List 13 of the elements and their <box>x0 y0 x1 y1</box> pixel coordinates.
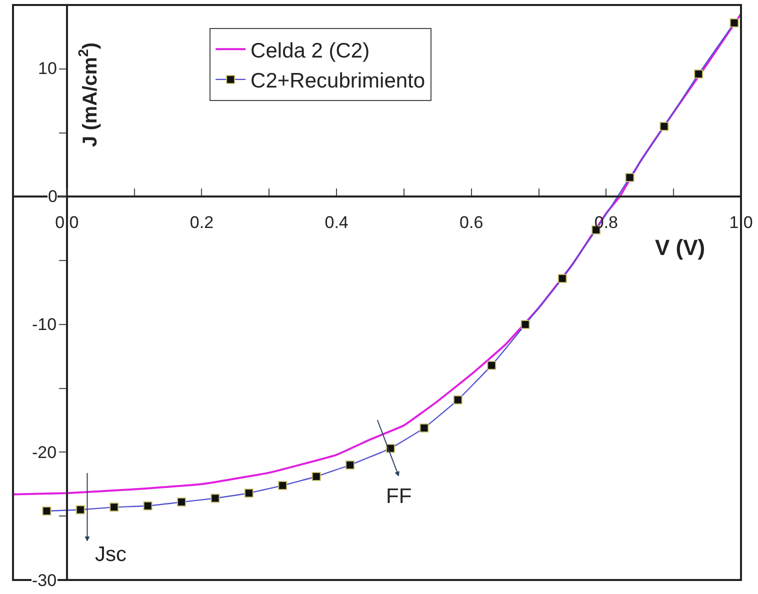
annotation: Jsc <box>95 543 126 566</box>
y-tick-label: -10 <box>32 315 57 334</box>
x-tick-label: 0.4 <box>324 213 348 232</box>
y-tick-label: 10 <box>38 59 57 78</box>
y-tick-label: -20 <box>32 443 57 462</box>
x-axis-title: V (V) <box>655 235 706 260</box>
legend-label: C2+Recubrimiento <box>250 70 426 93</box>
x-tick-label: 0.2 <box>190 213 214 232</box>
y-tick-label: 0 <box>48 187 58 206</box>
y-tick-label: -30 <box>32 571 57 590</box>
x-tick-label: 0.6 <box>460 213 484 232</box>
legend-label: Celda 2 (C2) <box>250 39 370 62</box>
annotation: FF <box>386 485 412 508</box>
